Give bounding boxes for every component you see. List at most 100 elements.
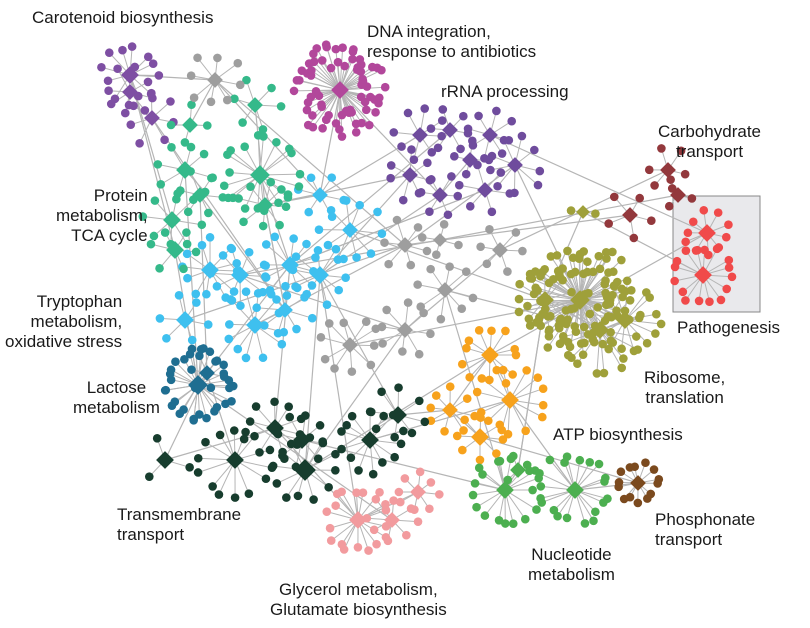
- gene-node: [553, 266, 563, 276]
- gene-node: [546, 311, 555, 321]
- gene-node: [398, 347, 407, 356]
- gene-node: [601, 247, 611, 257]
- gene-node: [203, 121, 212, 130]
- gene-node: [268, 461, 278, 471]
- hub-node: [437, 282, 453, 298]
- gene-node: [651, 329, 660, 338]
- hub-node: [389, 406, 407, 424]
- gene-node: [289, 234, 298, 243]
- gene-node: [364, 546, 373, 555]
- gene-node: [617, 255, 626, 265]
- gene-node: [229, 426, 239, 435]
- gene-node: [214, 490, 224, 499]
- gene-node: [468, 136, 477, 146]
- hub-node: [384, 512, 400, 528]
- gene-node: [600, 316, 610, 325]
- gene-node: [292, 76, 302, 85]
- gene-node: [227, 296, 237, 305]
- gene-node: [354, 466, 363, 475]
- gene-node: [235, 80, 245, 90]
- gene-node: [644, 165, 654, 175]
- gene-node: [461, 267, 471, 277]
- gene-node: [199, 344, 208, 353]
- gene-node: [403, 298, 413, 307]
- gene-node: [283, 193, 293, 202]
- gene-node: [320, 354, 330, 364]
- gene-node: [498, 365, 508, 375]
- gene-node: [317, 100, 326, 109]
- gene-node: [323, 240, 333, 250]
- gene-node: [326, 536, 336, 545]
- gene-node: [493, 181, 502, 191]
- gene-node: [724, 255, 734, 265]
- gene-node: [126, 120, 136, 129]
- gene-node: [713, 208, 723, 217]
- gene-node: [555, 339, 565, 349]
- gene-node: [162, 334, 171, 343]
- gene-node: [302, 239, 311, 249]
- gene-node: [277, 339, 287, 349]
- gene-node: [292, 324, 301, 334]
- gene-node: [459, 426, 468, 435]
- gene-node: [484, 155, 494, 165]
- interaction-edge: [129, 74, 216, 81]
- gene-node: [727, 272, 737, 282]
- gene-node: [261, 240, 271, 249]
- gene-node: [536, 494, 545, 503]
- interaction-edge: [319, 174, 411, 276]
- gene-node: [212, 282, 222, 291]
- gene-node: [409, 155, 419, 164]
- interaction-edge: [404, 164, 516, 246]
- interaction-edge: [489, 232, 708, 356]
- hub-node: [293, 431, 311, 449]
- gene-node: [140, 106, 150, 115]
- gene-node: [566, 206, 576, 215]
- gene-node: [315, 421, 325, 430]
- gene-node: [307, 313, 317, 323]
- interaction-edge: [239, 274, 406, 331]
- gene-node: [394, 487, 404, 497]
- gene-node: [230, 493, 240, 502]
- hub-node: [412, 127, 428, 143]
- gene-node: [566, 269, 576, 279]
- gene-node: [366, 360, 376, 370]
- gene-node: [390, 432, 399, 442]
- label-pathogenesis: Pathogenesis: [677, 318, 781, 337]
- gene-node: [258, 125, 268, 134]
- gene-node: [595, 264, 605, 274]
- gene-node: [562, 513, 572, 523]
- gene-node: [210, 407, 219, 416]
- gene-node: [365, 120, 374, 130]
- gene-node: [226, 146, 235, 155]
- gene-node: [155, 264, 164, 273]
- gene-node: [183, 207, 193, 217]
- label-glycerol: Glycerol metabolism, Glutamate biosynthe…: [270, 580, 447, 619]
- gene-node: [193, 453, 203, 463]
- gene-node: [524, 314, 534, 324]
- gene-node: [182, 239, 192, 249]
- leaf-edge: [339, 89, 370, 126]
- gene-node: [392, 215, 402, 225]
- gene-node: [334, 285, 344, 295]
- gene-node: [431, 391, 441, 400]
- leaf-edge: [549, 459, 576, 491]
- gene-node: [462, 343, 471, 353]
- gene-node: [272, 295, 281, 304]
- gene-node: [239, 217, 248, 227]
- gene-node: [224, 334, 234, 344]
- hub-node: [277, 302, 293, 318]
- gene-node: [369, 525, 379, 535]
- gene-node: [225, 168, 234, 177]
- gene-node: [353, 542, 363, 552]
- gene-node: [195, 351, 204, 361]
- gene-node: [414, 349, 424, 359]
- gene-node: [672, 256, 682, 266]
- gene-node: [464, 336, 474, 345]
- gene-node: [106, 99, 116, 109]
- gene-node: [545, 455, 555, 465]
- gene-node: [508, 519, 518, 529]
- gene-node: [716, 295, 726, 305]
- gene-node: [241, 427, 250, 437]
- gene-node: [191, 247, 201, 257]
- gene-node: [641, 458, 650, 468]
